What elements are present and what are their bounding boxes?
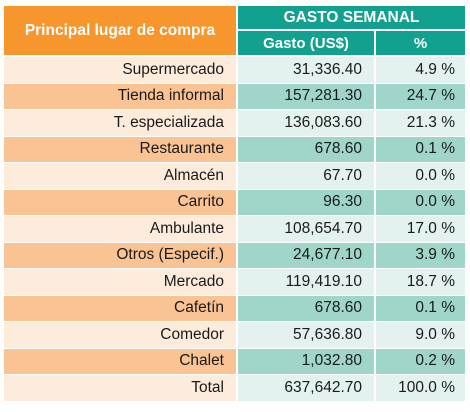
amount-cell: 96.30 xyxy=(238,189,376,216)
amount-cell: 31,336.40 xyxy=(238,57,376,84)
place-cell: Almacén xyxy=(4,163,238,190)
table-row: Comedor 57,636.80 9.0 % xyxy=(4,322,465,349)
amount-cell: 136,083.60 xyxy=(238,110,376,137)
amount-cell: 119,419.10 xyxy=(238,269,376,296)
place-cell: Cafetín xyxy=(4,295,238,322)
amount-header: Gasto (US$) xyxy=(238,31,376,57)
table-row: Otros (Especif.) 24,677.10 3.9 % xyxy=(4,242,465,269)
pct-cell: 3.9 % xyxy=(376,242,465,269)
pct-cell: 0.0 % xyxy=(376,189,465,216)
amount-cell: 1,032.80 xyxy=(238,348,376,375)
place-cell: Supermercado xyxy=(4,57,238,84)
place-cell: Carrito xyxy=(4,189,238,216)
place-cell: Comedor xyxy=(4,322,238,349)
amount-cell: 57,636.80 xyxy=(238,322,376,349)
place-cell: T. especializada xyxy=(4,110,238,137)
table-row: Chalet 1,032.80 0.2 % xyxy=(4,348,465,375)
table-row: Cafetín 678.60 0.1 % xyxy=(4,295,465,322)
place-cell: Ambulante xyxy=(4,216,238,243)
total-row: Total 637,642.70 100.0 % xyxy=(4,375,465,402)
row-label-header: Principal lugar de compra xyxy=(4,6,238,57)
group-header: GASTO SEMANAL xyxy=(238,6,465,31)
pct-cell: 0.1 % xyxy=(376,136,465,163)
pct-cell: 21.3 % xyxy=(376,110,465,137)
amount-cell: 678.60 xyxy=(238,136,376,163)
table-row: Almacén 67.70 0.0 % xyxy=(4,163,465,190)
amount-cell: 678.60 xyxy=(238,295,376,322)
table-row: Tienda informal 157,281.30 24.7 % xyxy=(4,83,465,110)
pct-cell: 18.7 % xyxy=(376,269,465,296)
place-cell: Restaurante xyxy=(4,136,238,163)
total-amount-cell: 637,642.70 xyxy=(238,375,376,402)
amount-cell: 24,677.10 xyxy=(238,242,376,269)
pct-cell: 4.9 % xyxy=(376,57,465,84)
table-row: Supermercado 31,336.40 4.9 % xyxy=(4,57,465,84)
table-row: Ambulante 108,654.70 17.0 % xyxy=(4,216,465,243)
total-pct-cell: 100.0 % xyxy=(376,375,465,402)
place-cell: Otros (Especif.) xyxy=(4,242,238,269)
table-row: T. especializada 136,083.60 21.3 % xyxy=(4,110,465,137)
weekly-spending-table: Principal lugar de compra GASTO SEMANAL … xyxy=(4,6,465,402)
pct-cell: 9.0 % xyxy=(376,322,465,349)
amount-cell: 157,281.30 xyxy=(238,83,376,110)
pct-cell: 0.2 % xyxy=(376,348,465,375)
pct-cell: 17.0 % xyxy=(376,216,465,243)
place-cell: Mercado xyxy=(4,269,238,296)
amount-cell: 67.70 xyxy=(238,163,376,190)
table-row: Carrito 96.30 0.0 % xyxy=(4,189,465,216)
place-cell: Chalet xyxy=(4,348,238,375)
pct-header: % xyxy=(376,31,465,57)
pct-cell: 24.7 % xyxy=(376,83,465,110)
total-label-cell: Total xyxy=(4,375,238,402)
table-row: Restaurante 678.60 0.1 % xyxy=(4,136,465,163)
amount-cell: 108,654.70 xyxy=(238,216,376,243)
place-cell: Tienda informal xyxy=(4,83,238,110)
pct-cell: 0.1 % xyxy=(376,295,465,322)
pct-cell: 0.0 % xyxy=(376,163,465,190)
table-row: Mercado 119,419.10 18.7 % xyxy=(4,269,465,296)
